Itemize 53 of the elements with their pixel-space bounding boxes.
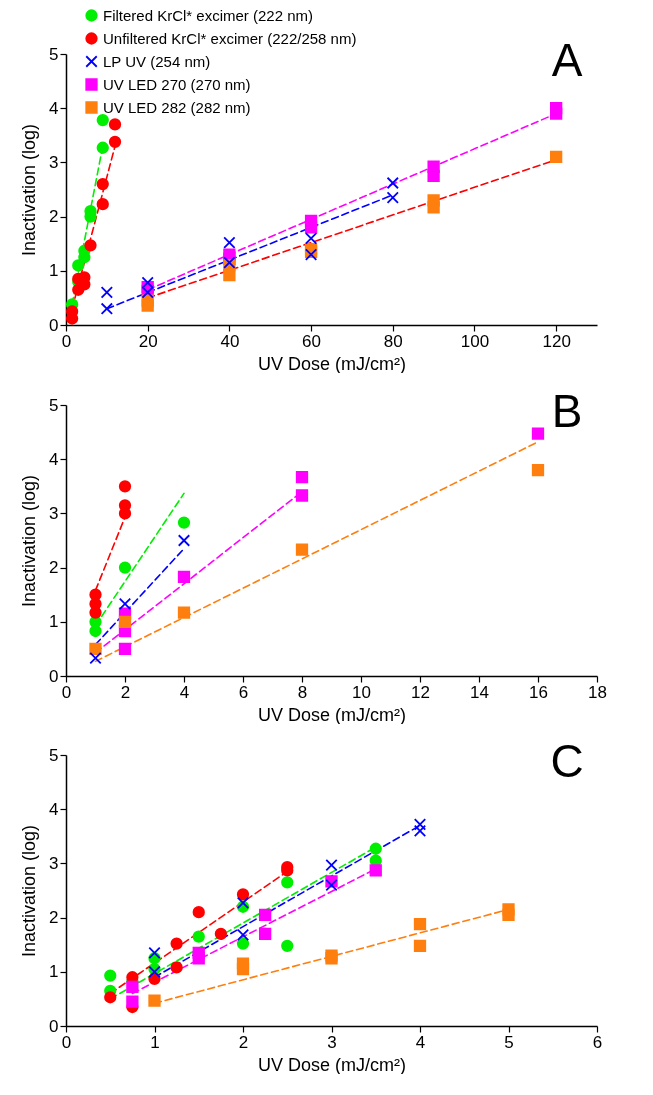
x-tick-label: 12 <box>411 682 430 702</box>
y-axis-title: Inactivation (log) <box>19 474 40 608</box>
x-tick-label: 120 <box>542 331 571 351</box>
x-tick-label: 60 <box>302 331 322 351</box>
x-tick-label: 2 <box>120 682 131 702</box>
x-axis-title: UV Dose (mJ/cm²) <box>258 353 406 374</box>
x-tick-label: 18 <box>588 682 607 702</box>
legend-label: UV LED 270 (270 nm) <box>103 75 251 93</box>
y-tick-label: 0 <box>49 315 59 335</box>
y-tick-label: 1 <box>49 612 59 632</box>
y-tick-label: 4 <box>49 799 59 819</box>
y-tick-label: 5 <box>49 395 59 415</box>
y-tick-label: 3 <box>49 853 59 873</box>
x-tick-label: 80 <box>383 331 403 351</box>
annotation: C <box>550 735 584 787</box>
x-tick-label: 8 <box>297 682 308 702</box>
y-tick-label: 5 <box>49 745 59 765</box>
x-tick-label: 2 <box>238 1032 249 1052</box>
legend-label: UV LED 282 (282 nm) <box>103 98 251 116</box>
y-tick-label: 4 <box>49 98 59 118</box>
x-tick-label: 40 <box>220 331 240 351</box>
x-tick-label: 6 <box>238 682 249 702</box>
x-tick-label: 3 <box>327 1032 337 1052</box>
y-tick-label: 1 <box>49 261 59 281</box>
x-tick-label: 6 <box>592 1032 603 1052</box>
annotation: A <box>551 34 583 86</box>
y-tick-label: 3 <box>49 503 59 523</box>
legend-label: Filtered KrCl* excimer (222 nm) <box>103 6 314 24</box>
x-tick-label: 4 <box>179 682 190 702</box>
annotation: B <box>551 385 583 437</box>
y-tick-label: 1 <box>49 962 59 982</box>
y-tick-label: 0 <box>49 1016 59 1036</box>
x-tick-label: 4 <box>415 1032 426 1052</box>
y-tick-label: 2 <box>49 207 59 227</box>
x-axis-title: UV Dose (mJ/cm²) <box>258 1054 406 1075</box>
x-tick-label: 1 <box>150 1032 160 1052</box>
x-tick-label: 16 <box>529 682 548 702</box>
legend-label: LP UV (254 nm) <box>103 52 211 70</box>
x-tick-label: 14 <box>470 682 489 702</box>
x-tick-label: 100 <box>460 331 490 351</box>
y-tick-label: 5 <box>49 44 59 64</box>
y-tick-label: 2 <box>49 908 59 928</box>
legend-label: Unfiltered KrCl* excimer (222/258 nm) <box>103 29 357 47</box>
y-axis-title: Inactivation (log) <box>19 824 40 958</box>
x-tick-label: 5 <box>504 1032 514 1052</box>
x-tick-label: 10 <box>352 682 371 702</box>
y-tick-label: 0 <box>49 666 59 686</box>
x-axis-title: UV Dose (mJ/cm²) <box>258 704 406 725</box>
y-axis-title: Inactivation (log) <box>19 123 40 257</box>
y-tick-label: 3 <box>49 152 59 172</box>
y-tick-label: 2 <box>49 558 59 578</box>
y-tick-label: 4 <box>49 449 59 469</box>
x-tick-label: 20 <box>138 331 158 351</box>
